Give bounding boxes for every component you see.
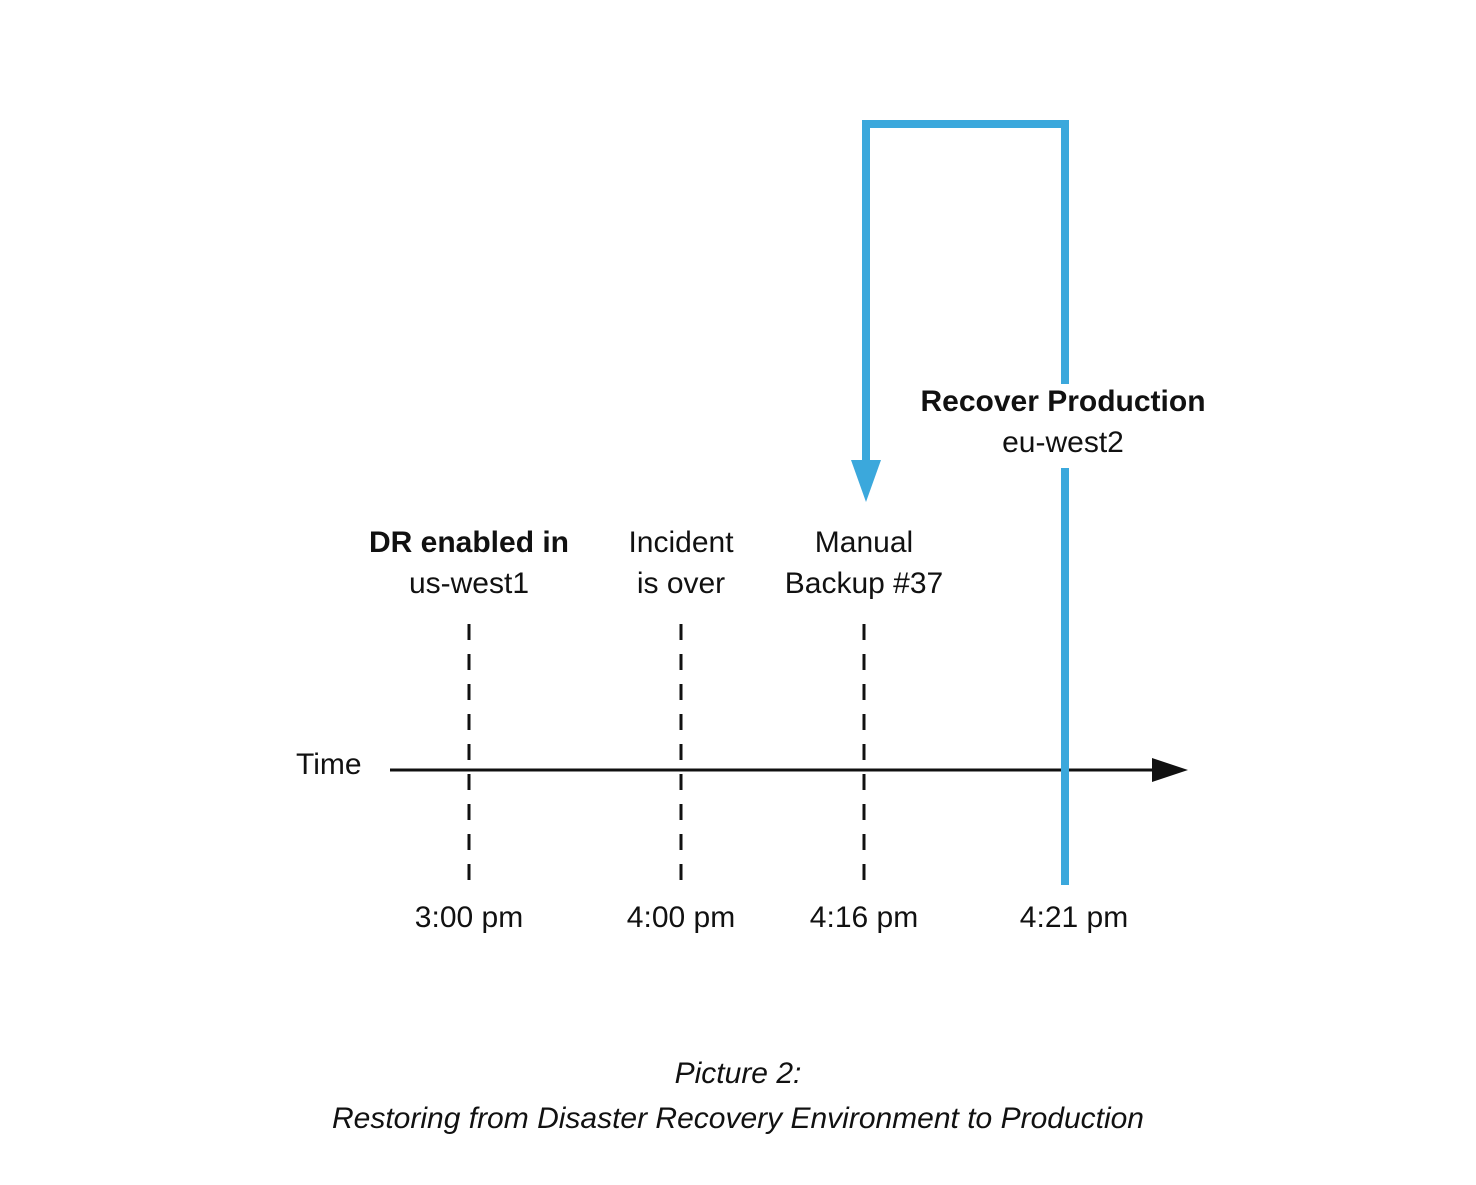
time-axis-arrowhead bbox=[1152, 758, 1188, 782]
event-label-bold: DR enabled in bbox=[368, 526, 570, 559]
event-label-backup: Manual Backup #37 bbox=[744, 522, 984, 604]
time-label-3pm: 3:00 pm bbox=[414, 901, 524, 934]
recovery-arrowhead bbox=[851, 460, 881, 502]
time-label-421pm: 4:21 pm bbox=[1019, 901, 1129, 934]
event-label-incident: Incident is over bbox=[581, 522, 781, 604]
caption-subtitle: Restoring from Disaster Recovery Environ… bbox=[332, 1102, 1144, 1135]
event-label-region: eu-west2 bbox=[1002, 426, 1124, 459]
event-label-line1: Manual bbox=[814, 526, 914, 559]
event-label-recover: Recover Production eu-west2 bbox=[893, 381, 1233, 463]
event-label-line2: is over bbox=[636, 567, 726, 600]
time-label-4pm: 4:00 pm bbox=[626, 901, 736, 934]
axis-label-time: Time bbox=[296, 748, 362, 781]
event-label-line1: Incident bbox=[628, 526, 734, 559]
event-label-region: us-west1 bbox=[408, 567, 530, 600]
event-label-dr-enabled: DR enabled in us-west1 bbox=[319, 522, 619, 604]
time-label-416pm: 4:16 pm bbox=[809, 901, 919, 934]
recovery-path bbox=[862, 120, 1069, 466]
event-label-bold: Recover Production bbox=[920, 385, 1206, 418]
caption-title: Picture 2: bbox=[674, 1057, 802, 1090]
event-label-line2: Backup #37 bbox=[784, 567, 944, 600]
